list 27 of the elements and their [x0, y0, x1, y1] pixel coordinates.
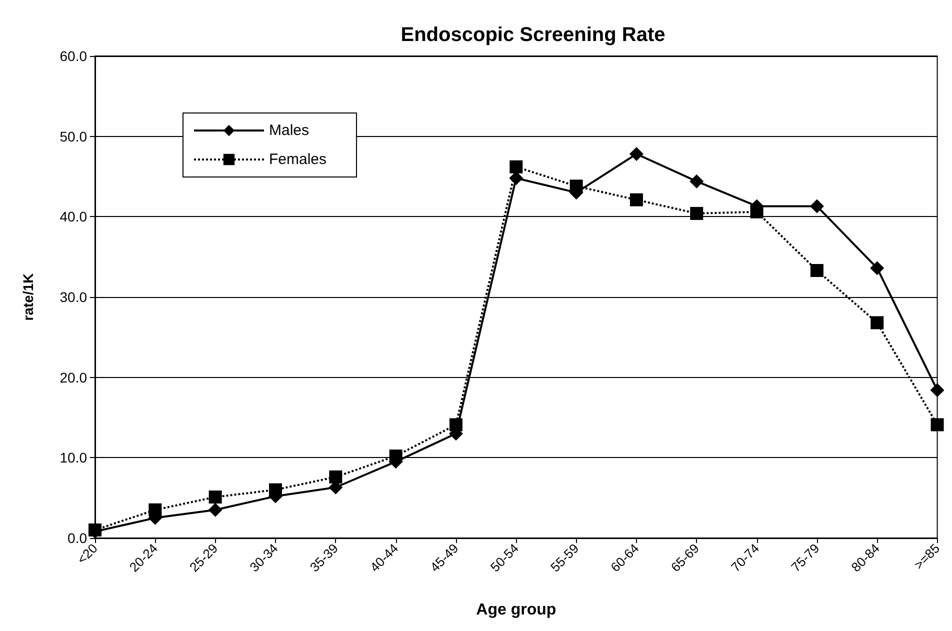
point [329, 470, 342, 484]
point [630, 193, 643, 206]
point [870, 261, 884, 276]
y-axis-title: rate/1K [20, 273, 36, 321]
y-tick-label: 50.0 [60, 128, 88, 144]
chart-title: Endoscopic Screening Rate [400, 24, 666, 46]
point [629, 147, 644, 162]
point [810, 264, 824, 277]
y-tick-label: 0.0 [68, 530, 88, 546]
point [510, 160, 523, 174]
point [509, 171, 524, 186]
y-tick-label: 30.0 [60, 289, 88, 305]
y-tick-label: 60.0 [60, 48, 88, 64]
y-tick-label: 20.0 [60, 369, 88, 386]
point [690, 206, 704, 220]
point [870, 316, 884, 330]
point [810, 199, 824, 214]
point [690, 174, 704, 188]
legend-label: Females [269, 151, 327, 168]
y-tick-label: 40.0 [60, 208, 88, 225]
y-tick-label: 10.0 [60, 450, 88, 466]
x-axis-title: Age group [476, 602, 556, 618]
point [930, 418, 944, 432]
point [930, 383, 944, 398]
point [208, 490, 222, 504]
legend-label: Males [269, 122, 310, 139]
point [208, 502, 222, 517]
